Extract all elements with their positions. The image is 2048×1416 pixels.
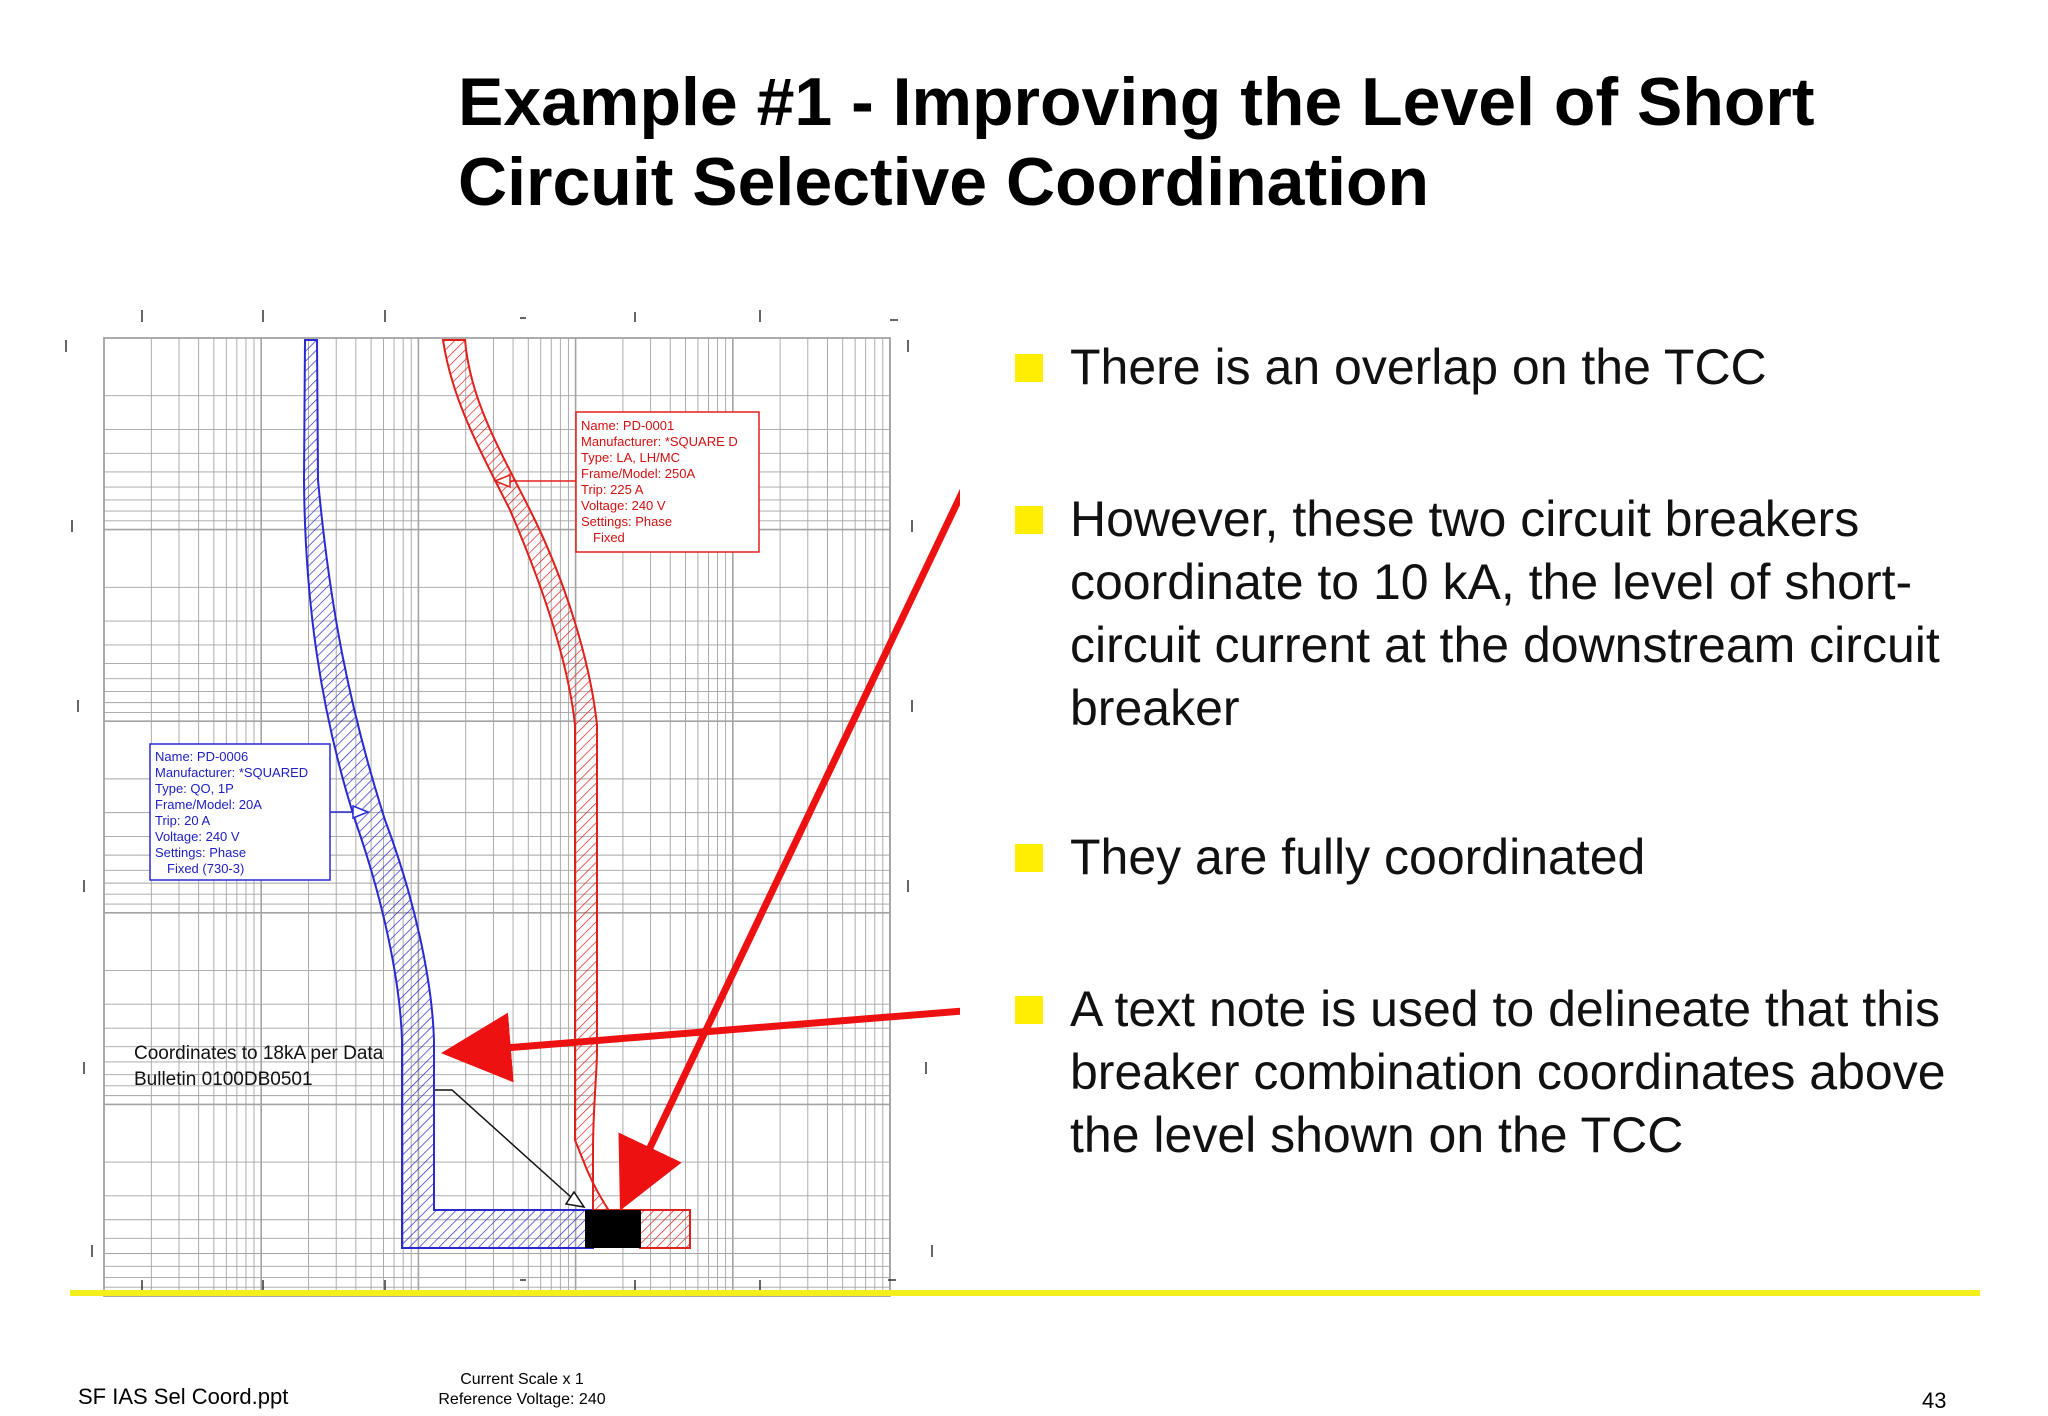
bullet-item: However, these two circuit breakers coor… <box>1010 488 1970 740</box>
downstream-label-line-5: Trip: 20 A <box>155 813 210 828</box>
upstream-label-line-6: Voltage: 240 V <box>581 498 666 513</box>
tcc-chart: Name: PD-0001 Manufacturer: *SQUARE D Ty… <box>65 310 960 1297</box>
downstream-label-line-4: Frame/Model: 20A <box>155 797 262 812</box>
upstream-device-label: Name: PD-0001 Manufacturer: *SQUARE D Ty… <box>492 411 760 553</box>
downstream-label-line-2: Manufacturer: *SQUARED <box>155 765 308 780</box>
current-scale: Current Scale x 1 <box>460 1371 584 1388</box>
upstream-label-line-5: Trip: 225 A <box>581 482 644 497</box>
title-line-1: Example #1 - Improving the Level of Shor… <box>458 64 1815 140</box>
note-callout-arrow <box>441 1007 960 1083</box>
bullet-text: A text note is used to delineate that th… <box>1070 981 1946 1163</box>
upstream-label-line-7: Settings: Phase <box>581 514 672 529</box>
footer-scale-info: Current Scale x 1 Reference Voltage: 240 <box>432 1370 612 1410</box>
upstream-breaker-curve <box>441 339 691 1249</box>
title-line-2: Circuit Selective Coordination <box>458 144 1430 220</box>
upstream-label-line-3: Type: LA, LH/MC <box>581 450 680 465</box>
coordination-note: Coordinates to 18kA per Data Bulletin 01… <box>134 1043 586 1209</box>
tcc-grid <box>103 337 891 1297</box>
downstream-breaker-curve <box>302 339 594 1249</box>
note-line-2: Bulletin 0100DB0501 <box>134 1069 313 1090</box>
reference-voltage: Reference Voltage: 240 <box>438 1391 606 1408</box>
downstream-label-line-3: Type: QO, 1P <box>155 781 234 796</box>
axis-tick-marks <box>65 310 933 1292</box>
bullet-marker-icon <box>1015 354 1043 382</box>
bullet-item: There is an overlap on the TCC <box>1010 336 2010 399</box>
upstream-label-line-2: Manufacturer: *SQUARE D <box>581 434 738 449</box>
note-line-1: Coordinates to 18kA per Data <box>134 1043 384 1064</box>
downstream-label-line-6: Voltage: 240 V <box>155 829 240 844</box>
bullet-item: They are fully coordinated <box>1010 826 2010 889</box>
upstream-label-line-1: Name: PD-0001 <box>581 418 674 433</box>
bullet-marker-icon <box>1015 506 1043 534</box>
page-number: 43 <box>1922 1388 1947 1413</box>
downstream-label-line-1: Name: PD-0006 <box>155 749 248 764</box>
footer-divider <box>70 1290 1980 1296</box>
overlap-callout-arrow <box>618 488 960 1211</box>
downstream-label-line-7: Settings: Phase <box>155 845 246 860</box>
footer-file-name: SF IAS Sel Coord.ppt <box>78 1384 289 1409</box>
bullet-text: They are fully coordinated <box>1070 829 1646 885</box>
overlap-block <box>585 1210 641 1248</box>
callout-arrows <box>441 488 960 1211</box>
slide-title: Example #1 - Improving the Level of Shor… <box>458 62 1938 222</box>
bullet-marker-icon <box>1015 844 1043 872</box>
bullet-item: A text note is used to delineate that th… <box>1010 978 1950 1167</box>
downstream-label-line-8: Fixed (730-3) <box>167 861 244 876</box>
bullet-text: However, these two circuit breakers coor… <box>1070 491 1940 736</box>
bullet-marker-icon <box>1015 996 1043 1024</box>
upstream-label-line-4: Frame/Model: 250A <box>581 466 695 481</box>
bullet-text: There is an overlap on the TCC <box>1070 339 1767 395</box>
upstream-label-line-8: Fixed <box>593 530 625 545</box>
downstream-device-label: Name: PD-0006 Manufacturer: *SQUARED Typ… <box>149 743 371 881</box>
